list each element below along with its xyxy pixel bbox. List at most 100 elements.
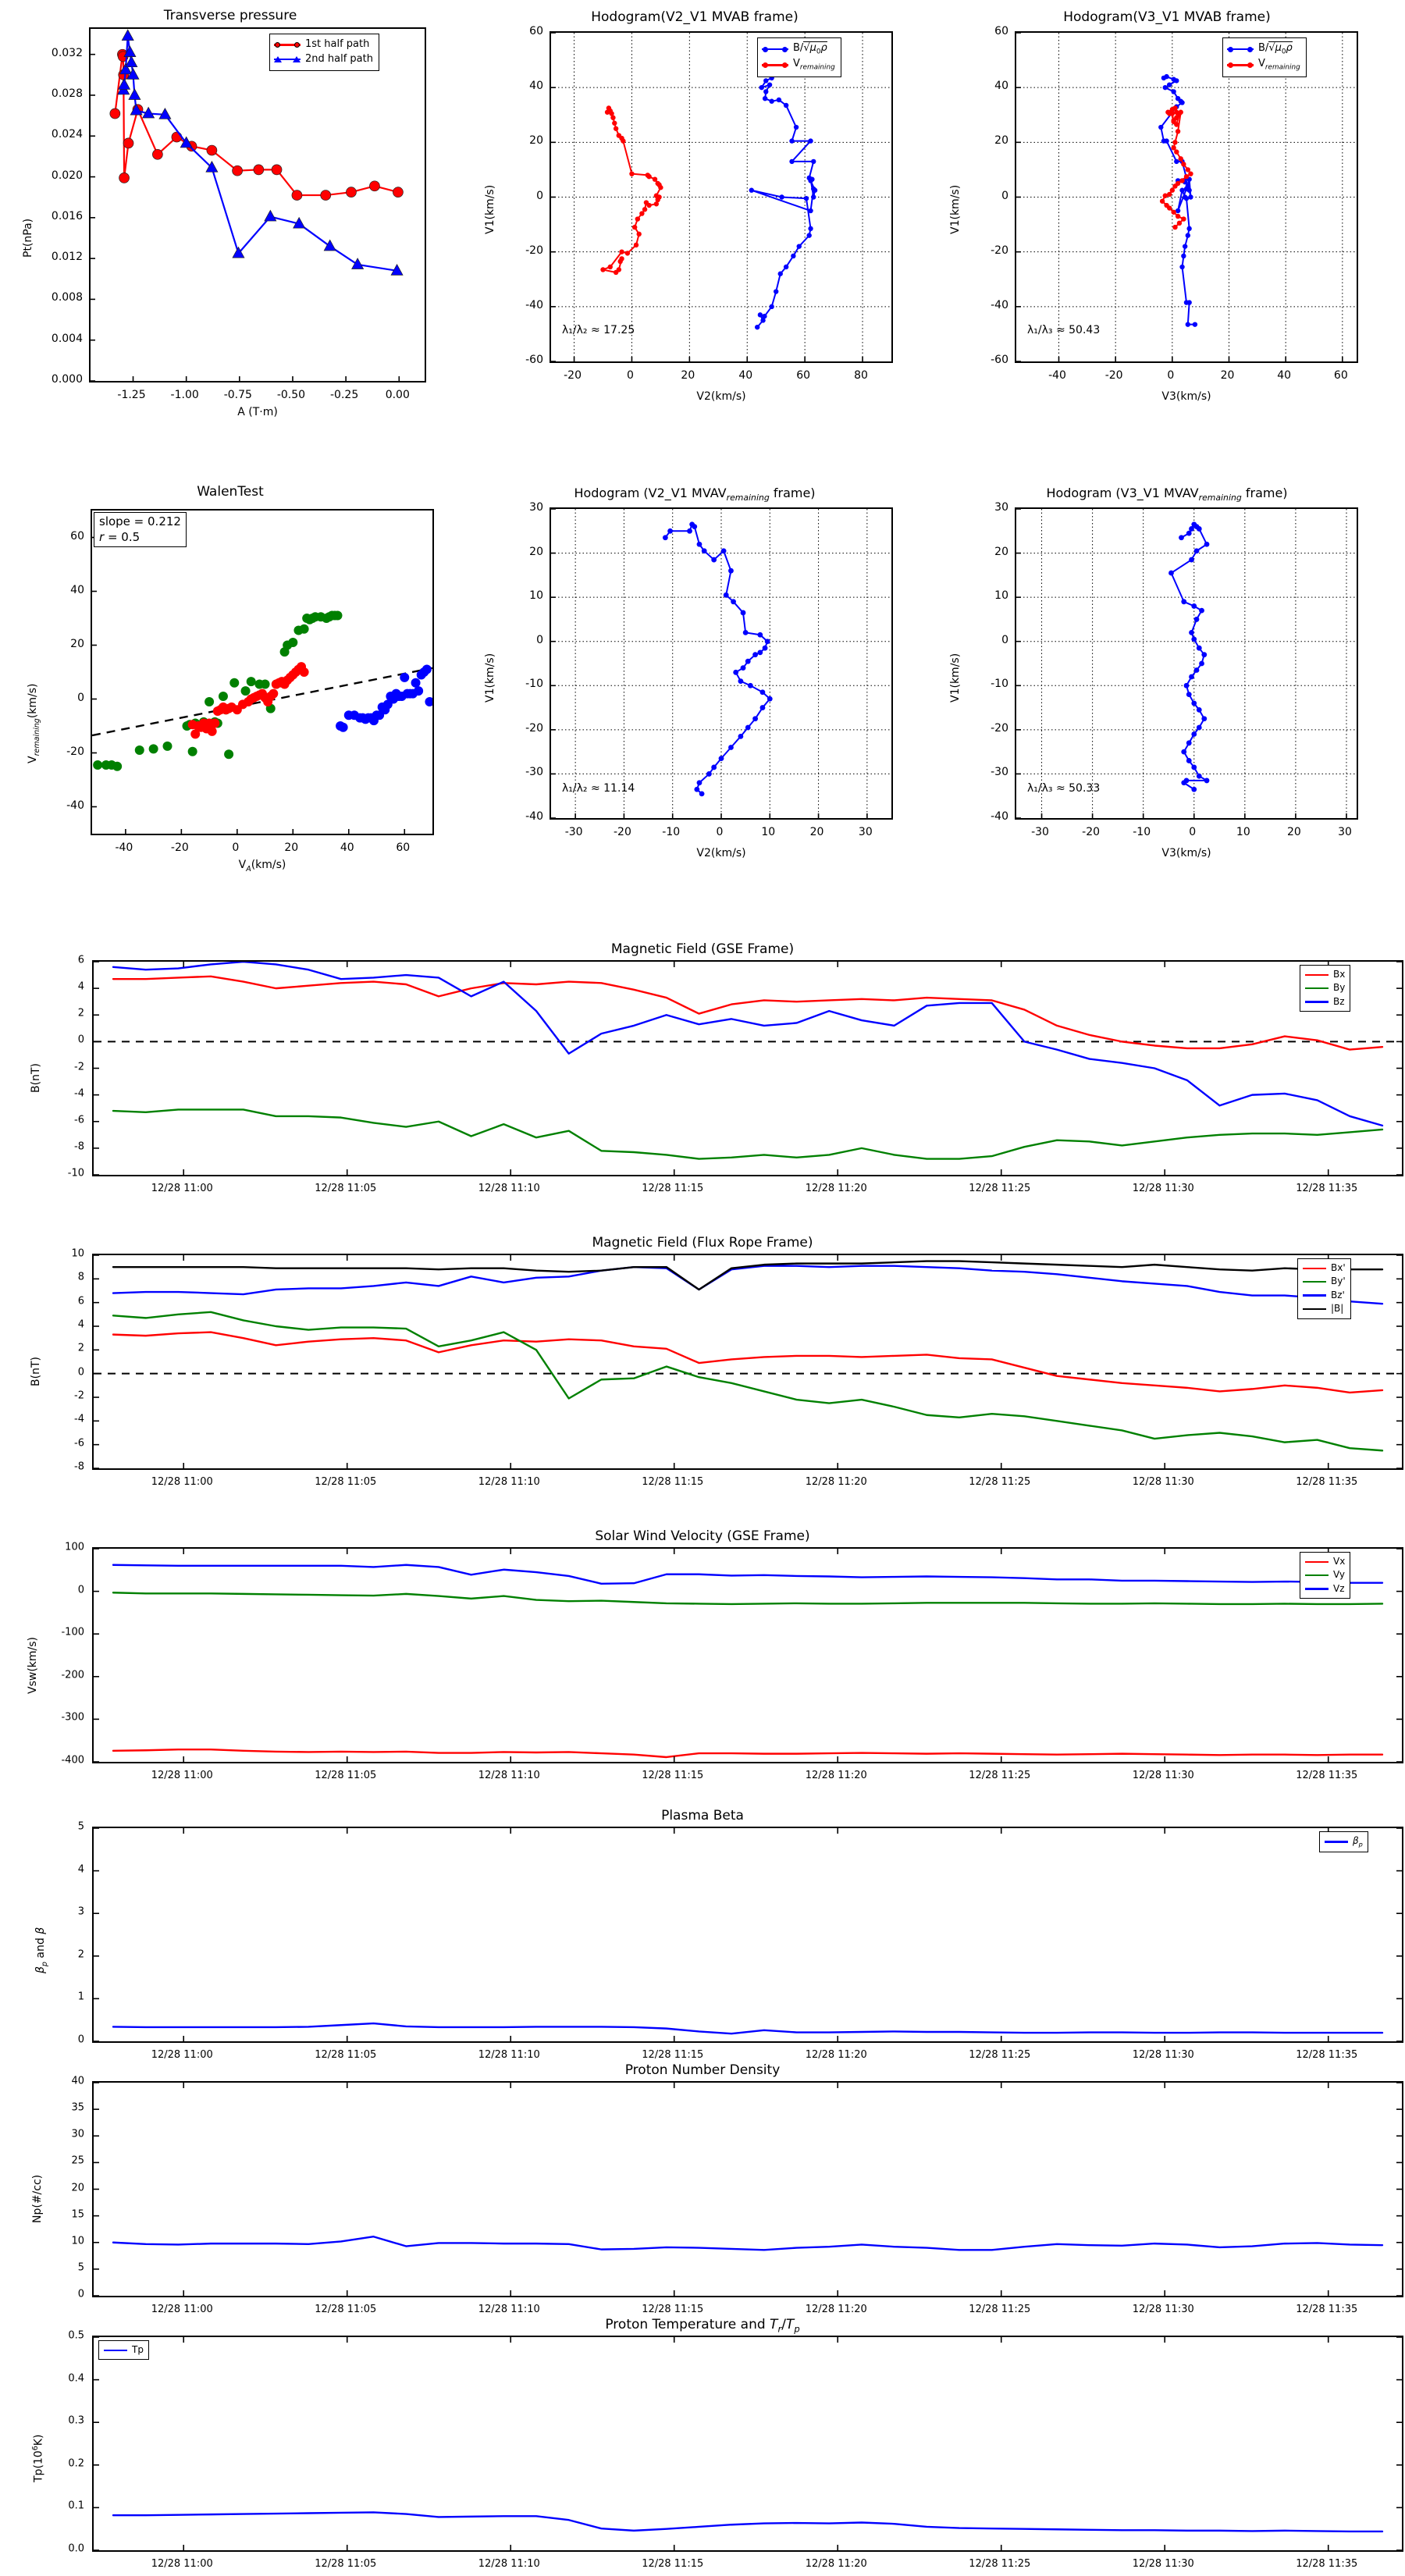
legend-item-tp: Tp xyxy=(104,2343,144,2357)
x-tick-label: 80 xyxy=(854,369,868,382)
y-tick-label: 2 xyxy=(77,1007,84,1019)
y-tick-label: 20 xyxy=(529,545,543,558)
legend-hodogram-v3v1-mvab[interactable]: B/√μ0ρ Vremaining xyxy=(1222,37,1307,77)
x-tick-label: 12/28 11:35 xyxy=(1296,1476,1358,1488)
legend-transverse-pressure[interactable]: 1st half path 2nd half path xyxy=(269,34,379,71)
y-tick-label: 20 xyxy=(994,134,1008,148)
panel-magnetic-field-flux-rope: Magnetic Field (Flux Rope Frame) 12/28 1… xyxy=(0,1230,1405,1488)
legend-proton-temperature[interactable]: Tp xyxy=(98,2340,149,2361)
x-tick-label: 12/28 11:25 xyxy=(969,1476,1031,1488)
legend-label: Vz xyxy=(1333,1582,1345,1594)
plot-area-hodogram-v2v1-mvab xyxy=(550,31,893,363)
x-tick-label: 12/28 11:15 xyxy=(642,1476,704,1488)
legend-solar-wind-velocity[interactable]: Vx Vy Vz xyxy=(1300,1552,1351,1599)
y-axis-label: B(nT) xyxy=(30,1063,42,1093)
legend-label: By xyxy=(1333,982,1346,994)
y-tick-label: 0.4 xyxy=(68,2372,84,2385)
x-tick-label: 40 xyxy=(340,841,354,854)
line-swatch-icon xyxy=(1325,1838,1348,1846)
plot-area-solar-wind-velocity xyxy=(92,1547,1403,1763)
x-tick-label: 12/28 11:20 xyxy=(805,2558,867,2570)
y-tick-label: 6 xyxy=(77,954,84,966)
x-tick-label: 12/28 11:15 xyxy=(642,2049,704,2061)
x-tick-label: 20 xyxy=(1286,826,1301,838)
x-tick-label: -20 xyxy=(613,826,631,838)
y-tick-label: 100 xyxy=(65,1541,84,1553)
panel-magnetic-field-gse: Magnetic Field (GSE Frame) 12/28 11:00 12… xyxy=(0,937,1405,1194)
x-tick-label: 20 xyxy=(284,841,299,854)
x-tick-label: 12/28 11:20 xyxy=(805,2049,867,2061)
legend-item-second-half: 2nd half path xyxy=(274,52,373,67)
y-axis-label: Vremaining(km/s) xyxy=(27,683,41,763)
y-tick-label: 20 xyxy=(529,134,543,148)
y-tick-label: -4 xyxy=(74,1087,84,1100)
x-tick-label: 12/28 11:00 xyxy=(151,2558,213,2570)
legend-item-vy: Vy xyxy=(1305,1568,1345,1582)
y-tick-label: 20 xyxy=(994,545,1008,558)
y-tick-label: 3 xyxy=(77,1905,84,1918)
line-marker-icon xyxy=(1227,44,1254,55)
legend-hodogram-v2v1-mvab[interactable]: B/√μ0ρ Vremaining xyxy=(757,37,841,77)
legend-magnetic-field-gse[interactable]: Bx By Bz xyxy=(1300,965,1351,1012)
x-tick-label: 12/28 11:15 xyxy=(642,1770,704,1781)
x-tick-label: 0 xyxy=(626,369,634,382)
y-tick-label: 30 xyxy=(994,501,1008,514)
legend-item-by-prime: By' xyxy=(1303,1275,1346,1288)
y-tick-label: 0 xyxy=(77,1366,84,1379)
line-swatch-icon xyxy=(1305,984,1329,993)
y-axis-label: V1(km/s) xyxy=(484,184,496,234)
y-tick-label: 0.020 xyxy=(51,169,83,182)
y-tick-label: 2 xyxy=(77,1342,84,1354)
y-tick-label: -2 xyxy=(74,1061,84,1073)
x-tick-label: -20 xyxy=(170,841,189,854)
x-tick-label: -0.25 xyxy=(330,389,359,401)
y-tick-label: -10 xyxy=(525,678,543,691)
y-tick-label: 0.008 xyxy=(51,291,83,304)
x-tick-label: 40 xyxy=(738,369,753,382)
legend-plasma-beta[interactable]: βp xyxy=(1319,1831,1368,1853)
legend-magnetic-field-flux-rope[interactable]: Bx' By' Bz' |B| xyxy=(1297,1258,1351,1319)
line-swatch-icon xyxy=(1303,1278,1326,1286)
x-tick-label: 12/28 11:20 xyxy=(805,1183,867,1194)
legend-item-beta-p: βp xyxy=(1325,1834,1363,1849)
plot-area-magnetic-field-flux-rope xyxy=(92,1254,1403,1470)
y-tick-label: 40 xyxy=(70,583,84,596)
x-tick-label: 12/28 11:30 xyxy=(1132,1183,1194,1194)
y-tick-label: -10 xyxy=(991,678,1008,691)
x-tick-label: 0 xyxy=(1189,826,1197,838)
x-tick-label: 60 xyxy=(796,369,811,382)
x-tick-label: 12/28 11:25 xyxy=(969,2558,1031,2570)
x-tick-label: 12/28 11:10 xyxy=(478,1476,540,1488)
y-tick-label: -20 xyxy=(525,244,543,257)
legend-label: By' xyxy=(1331,1276,1346,1287)
y-axis-label: Tp(106K) xyxy=(31,2434,45,2482)
legend-item-v-remaining: Vremaining xyxy=(1227,57,1300,73)
legend-label: |B| xyxy=(1331,1303,1344,1315)
y-axis-label: Vsw(km/s) xyxy=(27,1636,39,1694)
x-tick-label: 10 xyxy=(1236,826,1250,838)
legend-item-bz: Bz xyxy=(1305,995,1345,1009)
y-axis-label: Pt(nPa) xyxy=(22,218,34,258)
x-tick-label: -0.75 xyxy=(223,389,252,401)
panel-title: Magnetic Field (Flux Rope Frame) xyxy=(592,1235,813,1251)
x-tick-label: -10 xyxy=(662,826,681,838)
y-tick-label: 0.2 xyxy=(68,2457,84,2470)
x-tick-label: 0.00 xyxy=(385,389,410,401)
y-tick-label: -8 xyxy=(74,1461,84,1473)
legend-label: Vy xyxy=(1333,1569,1345,1581)
legend-label: 1st half path xyxy=(305,38,370,50)
x-tick-label: 12/28 11:10 xyxy=(478,2049,540,2061)
x-axis-label: V2(km/s) xyxy=(696,390,746,403)
y-tick-label: 60 xyxy=(529,25,543,37)
y-tick-label: -100 xyxy=(61,1626,84,1638)
panel-title: Magnetic Field (GSE Frame) xyxy=(610,941,795,957)
y-tick-label: -40 xyxy=(991,810,1008,823)
y-tick-label: 0.004 xyxy=(51,332,83,345)
panel-hodogram-v3v1-mvav: Hodogram (V3_V1 MVAVremaining frame) -30… xyxy=(929,461,1405,913)
x-tick-label: 12/28 11:00 xyxy=(151,1476,213,1488)
x-tick-label: 12/28 11:05 xyxy=(315,1476,377,1488)
x-tick-label: 12/28 11:30 xyxy=(1132,2049,1194,2061)
x-tick-label: 30 xyxy=(858,826,873,838)
y-tick-label: -20 xyxy=(991,721,1008,735)
plot-area-hodogram-v2v1-mvav xyxy=(550,507,893,820)
